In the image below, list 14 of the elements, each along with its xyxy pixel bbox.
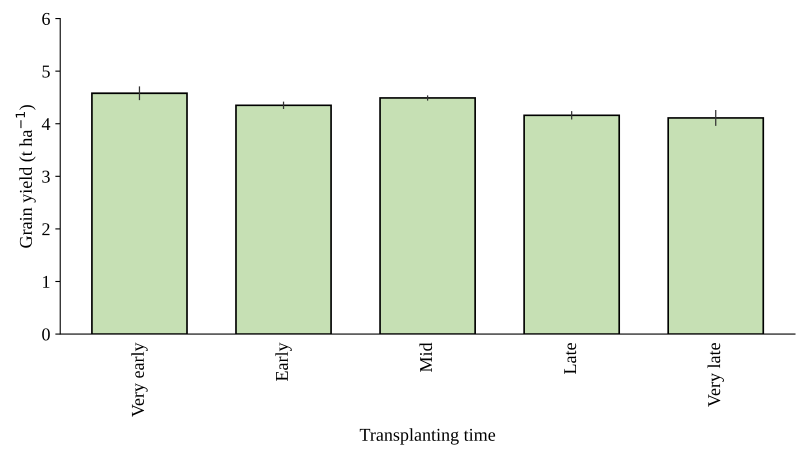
y-tick-label: 6: [42, 12, 50, 25]
x-axis-title: Transplanting time: [360, 428, 496, 445]
y-tick-label: 0: [42, 328, 50, 341]
x-tick-label: Very early: [131, 342, 148, 417]
y-axis-title: Grain yield (t ha$^{−1}$): [16, 105, 36, 248]
x-tick-label: Late: [564, 343, 576, 374]
y-tick-label: 5: [42, 66, 50, 78]
y-tick-label: 3: [42, 170, 50, 183]
y-tick-label: 4: [42, 118, 50, 130]
x-tick-label: Mid: [419, 342, 432, 372]
x-tick-label: Early: [275, 342, 292, 381]
y-tick-label: 1: [43, 276, 50, 288]
x-tick-label: Very late: [708, 343, 724, 407]
y-tick-label: 2: [42, 223, 50, 236]
